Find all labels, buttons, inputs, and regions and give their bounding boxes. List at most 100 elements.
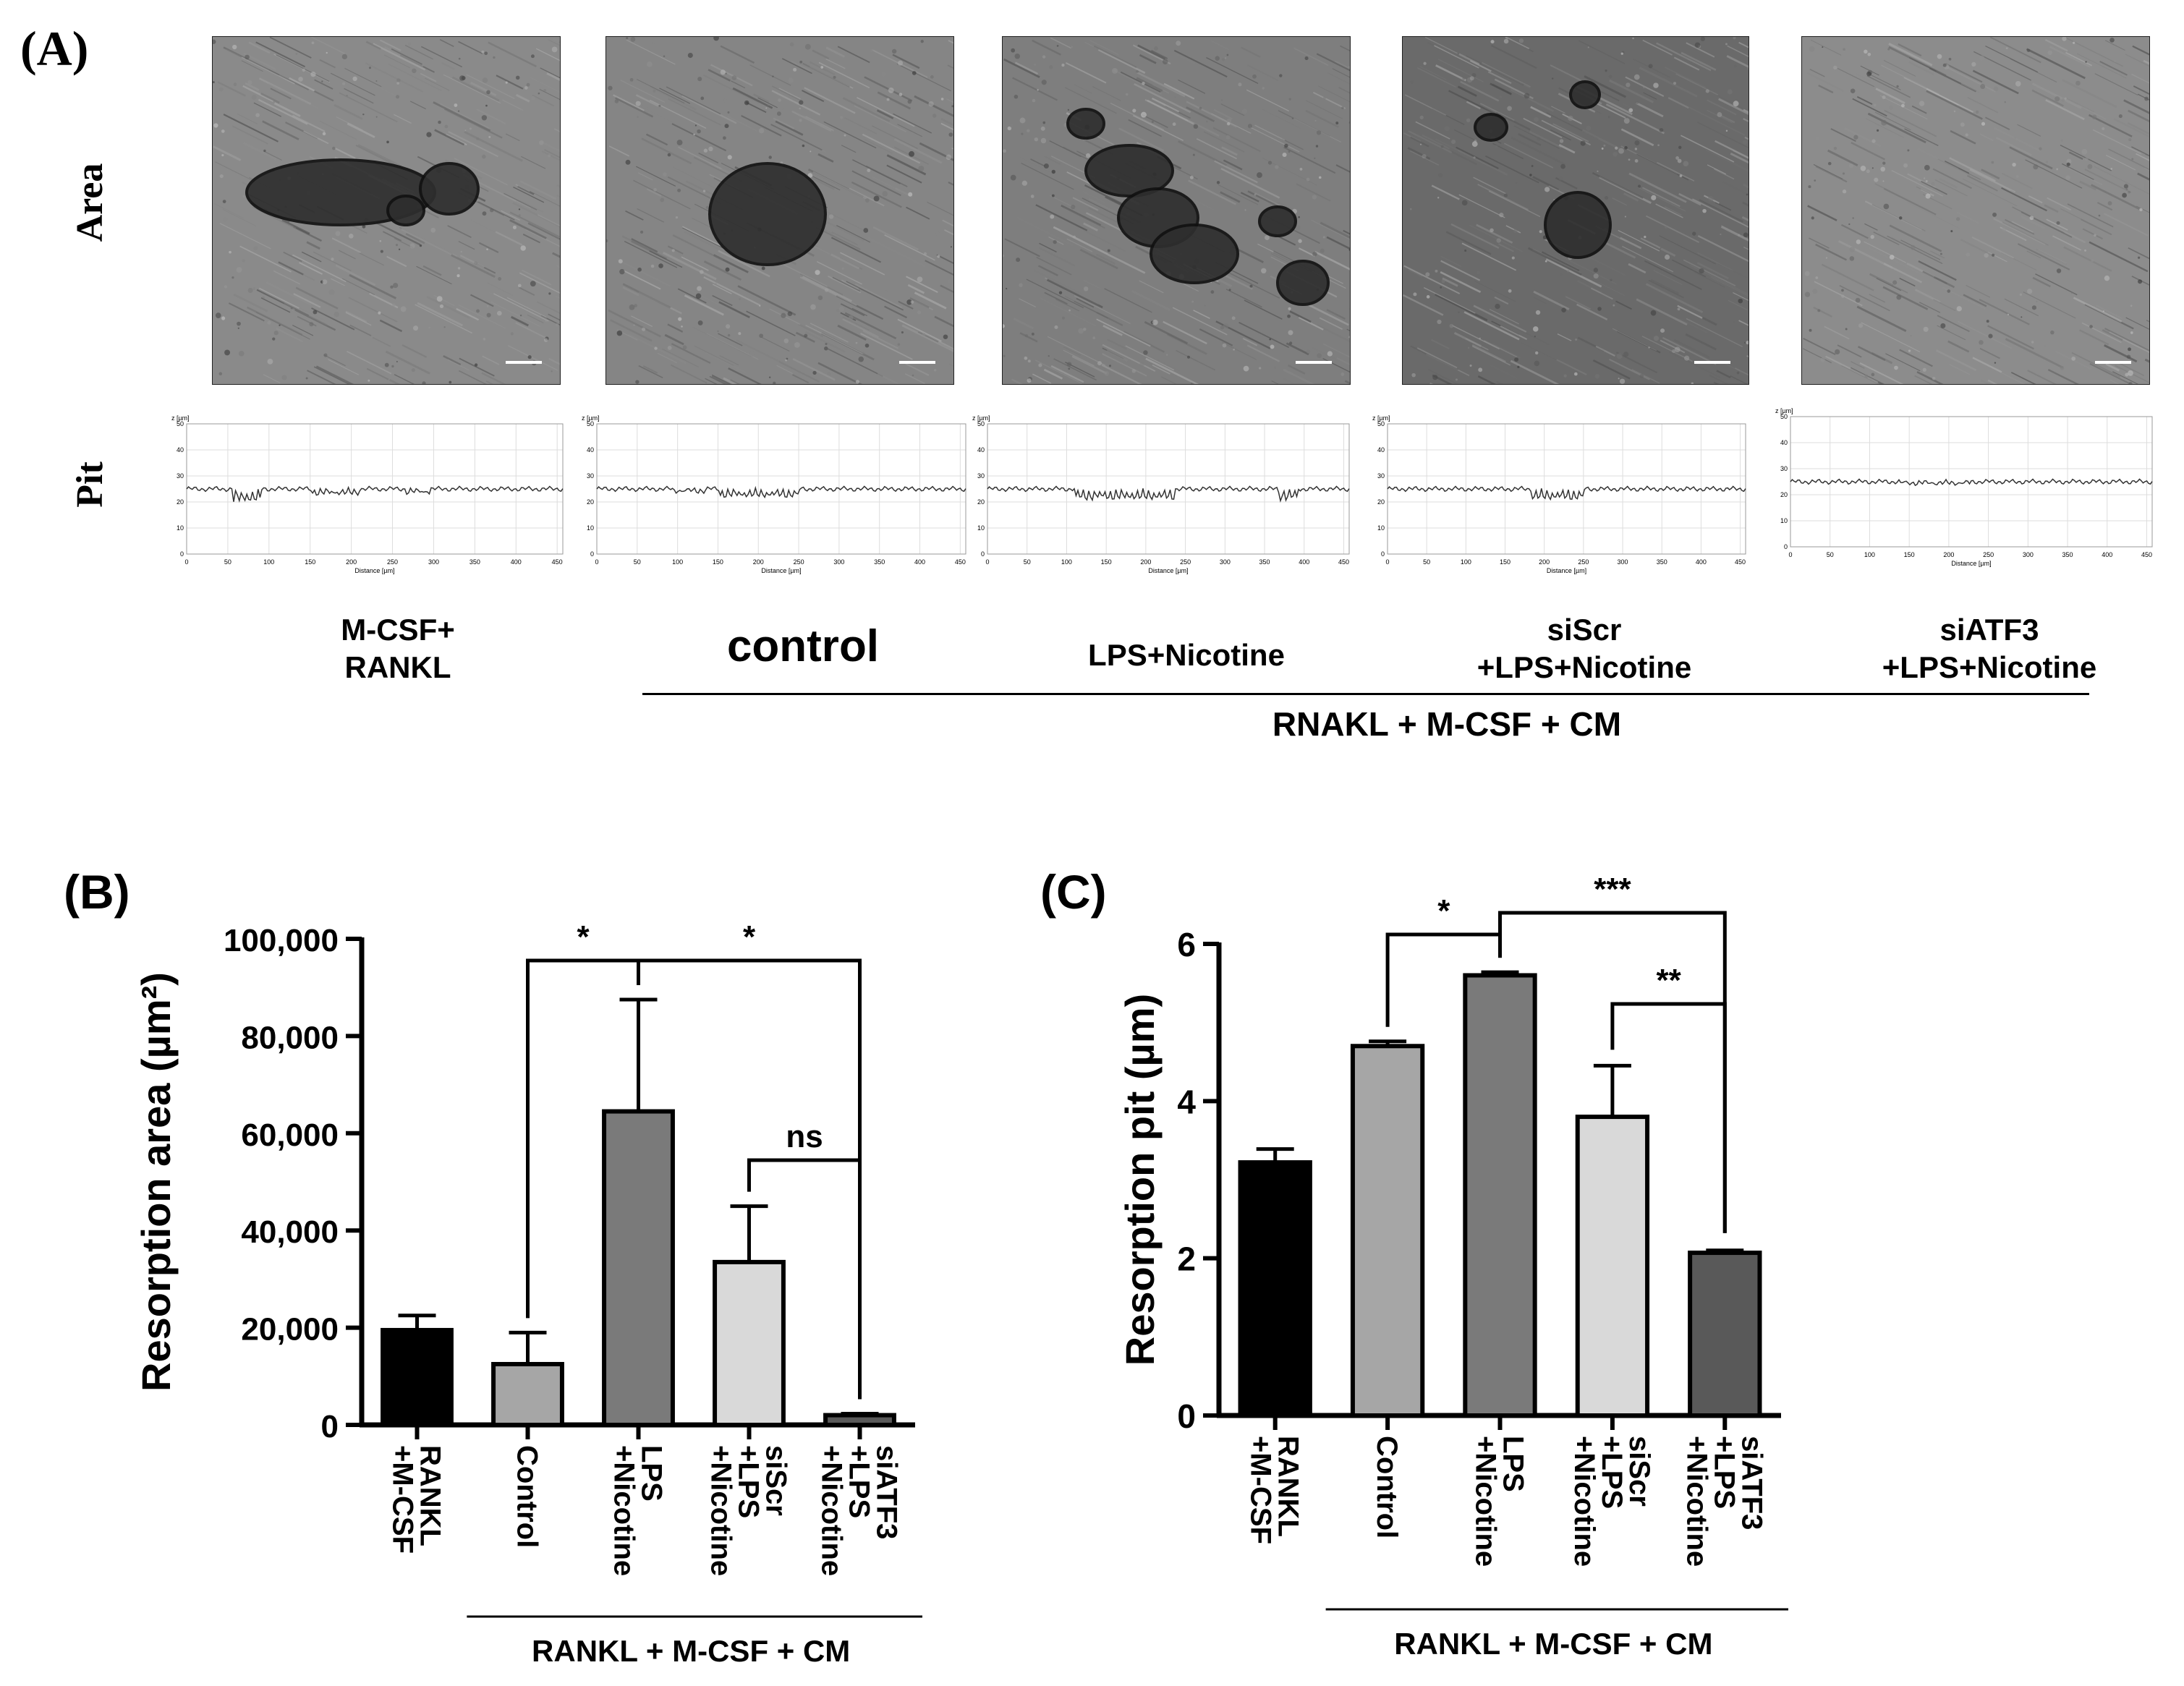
profile-x-tick: 250 [1983,551,1994,558]
profile-y-tick: 30 [1377,472,1385,480]
profile-x-tick: 350 [2062,551,2073,558]
profile-x-tick: 400 [1696,558,1707,566]
group-rule-a [642,693,2089,695]
x-category-label: +Nicotine [1568,1436,1600,1567]
profile-y-tick: 20 [977,498,985,506]
resorption-pit-mark [1150,223,1239,284]
profile-x-tick: 450 [552,558,563,566]
profile-y-tick: 30 [1780,465,1788,472]
profile-y-tick: 50 [1780,413,1788,420]
condition-label-control: control [726,621,880,671]
profile-x-tick: 0 [1385,558,1389,566]
profile-y-unit: z [µm] [171,414,190,422]
profile-x-tick: 450 [955,558,966,566]
profile-x-tick: 350 [469,558,480,566]
profile-y-tick: 40 [977,446,985,454]
profile-y-tick: 10 [977,524,985,532]
condition-label-lps-nicotine: LPS+Nicotine [1088,638,1285,672]
profile-x-tick: 250 [387,558,398,566]
significance-label: ** [1656,963,1681,998]
micrograph-image [1002,36,1351,385]
profile-x-label: Distance [µm] [1951,560,1991,567]
y-tick-label: 60,000 [241,1117,339,1153]
resorption-pit-mark [1066,108,1105,140]
significance-bracket [1610,1002,1727,1233]
profile-x-tick: 250 [1180,558,1191,566]
profile-y-tick: 0 [1381,550,1385,558]
profile-x-tick: 100 [1061,558,1072,566]
panel-label-c: (C) [1040,865,1107,919]
x-category-label: RANKL [1272,1436,1304,1537]
panel-label-b: (B) [64,865,130,919]
y-axis-label: Resorption area (µm²) [133,972,179,1392]
profile-y-tick: 30 [977,472,985,480]
profile-x-tick: 0 [595,558,598,566]
bar [823,1413,896,1427]
x-category-label: Control [1371,1436,1403,1538]
profile-x-tick: 100 [263,558,274,566]
profile-x-label: Distance [µm] [354,567,394,574]
x-category-label: +LPS [844,1445,875,1518]
profile-y-tick: 20 [1377,498,1385,506]
profile-x-tick: 450 [2141,551,2152,558]
profile-y-tick: 10 [1780,517,1788,524]
x-category-label: +Nicotine [608,1445,640,1576]
profile-y-tick: 20 [1780,491,1788,498]
profile-y-tick: 50 [977,420,985,427]
height-profile-plot: z [µm] 0 10 20 30 40 50 0 50 100 150 200 250 300 350 40… [972,414,1350,574]
resorption-pit-mark [1569,80,1601,109]
profile-y-tick: 50 [177,420,184,427]
x-category-label: Control [511,1445,543,1548]
profile-x-tick: 200 [1943,551,1954,558]
x-category-label: siATF3 [871,1445,903,1539]
micrograph-image [1402,36,1749,385]
profile-x-tick: 300 [1618,558,1628,566]
significance-label: * [1437,893,1450,929]
chart-b: 0 20,000 40,000 60,000 80,000 100,000 Resorpti… [133,919,922,1668]
resorption-pit-mark [419,162,480,216]
profile-x-tick: 400 [914,558,925,566]
profile-x-tick: 50 [1827,551,1834,558]
profile-x-tick: 400 [511,558,522,566]
resorption-pit-mark [386,195,425,226]
profile-x-tick: 300 [833,558,844,566]
profile-line [596,485,966,499]
bar [1463,973,1537,1418]
condition-label-mcsf-rankl: M-CSF+ RANKL [341,613,455,684]
profile-y-tick: 20 [587,498,594,506]
profile-x-tick: 350 [1657,558,1667,566]
chart-c: 0 2 4 6 Resorption pit (µm) RANKL+M-CSF Contro… [1117,872,1788,1661]
height-profile-plot: z [µm] 0 10 20 30 40 50 0 50 100 150 200 250 300 350 40… [1775,407,2153,567]
significance-label: *** [1594,872,1631,907]
profile-line [987,485,1350,503]
bar [381,1327,454,1428]
x-category-label: LPS [1497,1436,1529,1492]
x-category-label: +LPS [733,1445,765,1518]
profile-y-tick: 0 [590,550,594,558]
bar [1575,1115,1650,1418]
y-axis-label: Resorption pit (µm) [1117,994,1163,1366]
profile-frame [1387,423,1746,555]
profile-x-tick: 0 [184,558,188,566]
y-tick-label: 0 [1177,1397,1196,1435]
bar [1350,1044,1425,1418]
profile-y-tick: 40 [587,446,594,454]
profile-x-tick: 50 [634,558,641,566]
condition-label-siscr: siScr +LPS+Nicotine [1476,613,1692,684]
x-category-label: siScr [760,1445,792,1516]
bar [602,1109,675,1427]
significance-label: ns [786,1119,823,1154]
profile-x-tick: 0 [1788,551,1792,558]
resorption-pit-mark [1276,260,1330,306]
profile-y-tick: 50 [587,420,594,427]
y-tick-label: 20,000 [241,1312,339,1347]
x-category-label: +Nicotine [1681,1436,1712,1567]
profile-y-unit: z [µm] [972,414,990,422]
x-category-label: +M-CSF [1245,1436,1277,1544]
profile-line [1387,485,1746,501]
y-tick-label: 2 [1177,1240,1196,1278]
height-profile-plot: z [µm] 0 10 20 30 40 50 0 50 100 150 200 250 300 350 40… [582,414,966,574]
profile-x-tick: 200 [1140,558,1151,566]
x-category-label: +M-CSF [387,1445,419,1554]
profile-y-tick: 40 [177,446,184,454]
